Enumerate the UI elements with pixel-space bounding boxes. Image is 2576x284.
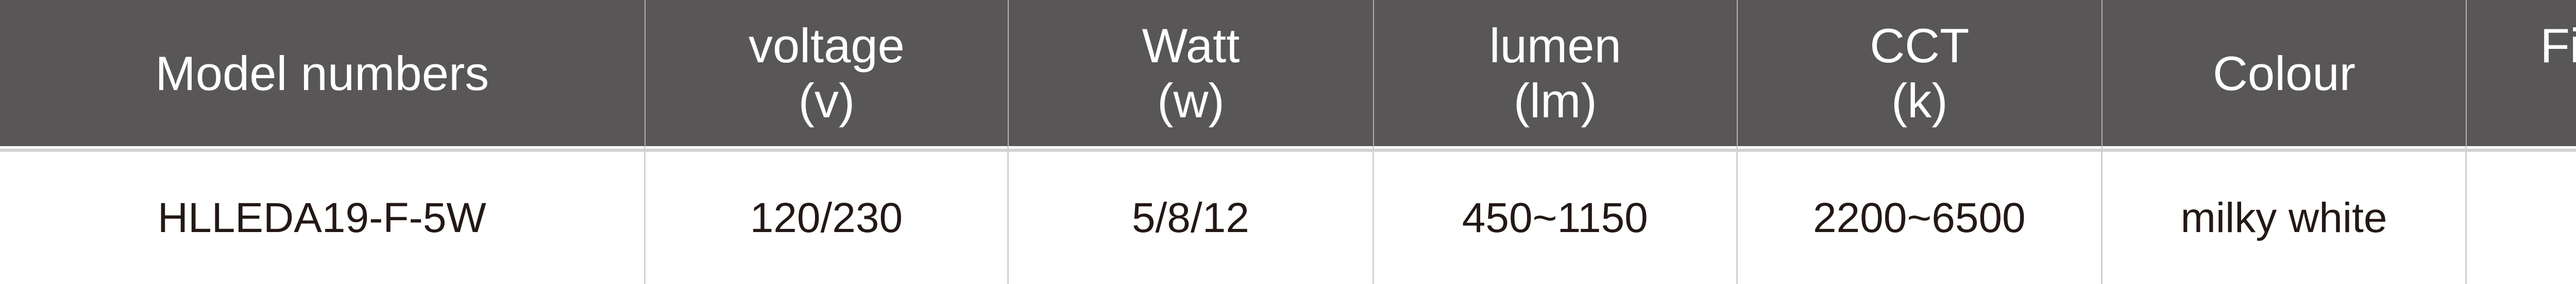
table-header-row: Model numbers voltage (v) Watt (w) lumen…	[0, 0, 2576, 146]
header-label: lumen	[1489, 19, 1621, 73]
header-cell-watt: Watt (w)	[1009, 0, 1374, 146]
header-unit: (v)	[798, 74, 855, 128]
model-number-value: HLLEDA19-F-5W	[157, 194, 486, 241]
header-label: CCT	[1870, 19, 1970, 73]
header-label: Filaments	[2540, 19, 2576, 73]
colour-value: milky white	[2180, 194, 2387, 241]
header-cell-voltage: voltage (v)	[646, 0, 1009, 146]
header-label: Colour	[2213, 46, 2355, 100]
cell-cct: 2200~6500	[1738, 146, 2103, 284]
header-label: Model numbers	[155, 46, 489, 100]
cell-watt: 5/8/12	[1009, 146, 1374, 284]
header-label: voltage	[748, 19, 905, 73]
header-unit: (w)	[1157, 74, 1225, 128]
header-cell-colour: Colour	[2103, 0, 2467, 146]
header-unit: (lm)	[1513, 74, 1597, 128]
cell-colour: milky white	[2103, 146, 2467, 284]
cell-voltage: 120/230	[646, 146, 1009, 284]
header-cell-model-numbers: Model numbers	[0, 0, 646, 146]
cell-lumen: 450~1150	[1374, 146, 1738, 284]
cct-value: 2200~6500	[1812, 194, 2026, 241]
voltage-value: 120/230	[750, 194, 903, 241]
watt-value: 5/8/12	[1131, 194, 1249, 241]
header-cell-cct: CCT (k)	[1738, 0, 2103, 146]
header-unit: (k)	[1891, 74, 1948, 128]
table-row: HLLEDA19-F-5W 120/230 5/8/12 450~1150 22…	[0, 146, 2576, 284]
lumen-value: 450~1150	[1462, 194, 1648, 241]
header-cell-lumen: lumen (lm)	[1374, 0, 1738, 146]
cell-filaments-count: 4	[2467, 146, 2576, 284]
header-label: Watt	[1142, 19, 1240, 73]
header-cell-filaments-count: Filaments Count	[2467, 0, 2576, 146]
cell-model-number: HLLEDA19-F-5W	[0, 146, 646, 284]
